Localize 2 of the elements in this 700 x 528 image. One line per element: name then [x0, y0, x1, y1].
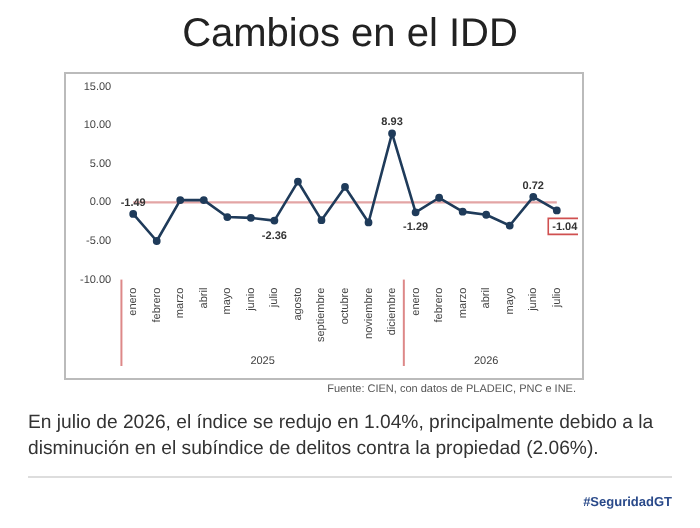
- text: En julio de 2026, el índice se redujo en 1.04%, principalmente debido a la disminución en el subíndice de delitos contra la propiedad (2.06%).: [28, 410, 656, 462]
- chart-title: Cambios en el IDD: [180, 12, 520, 58]
